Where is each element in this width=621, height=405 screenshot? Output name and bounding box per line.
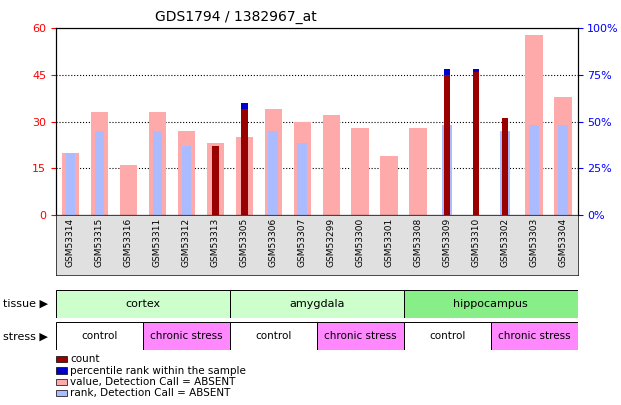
Bar (56, 290, 230, 318)
Bar (473, 72, 479, 215)
Bar (120, 165, 137, 215)
Text: rank, Detection Call = ABSENT: rank, Detection Call = ABSENT (70, 388, 230, 398)
Bar (444, 69, 450, 75)
Bar (207, 143, 224, 215)
Bar (529, 125, 539, 215)
Text: GSM53311: GSM53311 (153, 218, 162, 267)
Bar (265, 109, 282, 215)
Text: GSM53315: GSM53315 (95, 218, 104, 267)
Text: GSM53302: GSM53302 (501, 218, 510, 267)
Bar (491, 322, 578, 350)
Bar (502, 118, 509, 215)
Text: hippocampus: hippocampus (453, 299, 528, 309)
Text: GSM53301: GSM53301 (384, 218, 394, 267)
Bar (61, 153, 79, 215)
Bar (404, 290, 578, 318)
Bar (317, 322, 404, 350)
Text: GSM53304: GSM53304 (558, 218, 568, 267)
Bar (143, 322, 230, 350)
Bar (56, 322, 143, 350)
Text: cortex: cortex (125, 299, 160, 309)
Text: percentile rank within the sample: percentile rank within the sample (70, 366, 246, 375)
Text: GSM53303: GSM53303 (530, 218, 538, 267)
Bar (91, 112, 108, 215)
Bar (555, 97, 572, 215)
Text: control: control (429, 331, 465, 341)
Text: GSM53305: GSM53305 (240, 218, 249, 267)
Bar (148, 112, 166, 215)
Text: tissue ▶: tissue ▶ (3, 299, 48, 309)
Text: control: control (255, 331, 291, 341)
Text: GSM53310: GSM53310 (471, 218, 481, 267)
Text: GSM53308: GSM53308 (414, 218, 423, 267)
Text: stress ▶: stress ▶ (3, 331, 48, 341)
Bar (94, 131, 104, 215)
Bar (294, 122, 311, 215)
Bar (558, 125, 568, 215)
Bar (230, 322, 317, 350)
Text: GSM53313: GSM53313 (211, 218, 220, 267)
Bar (212, 146, 219, 215)
Text: chronic stress: chronic stress (150, 331, 222, 341)
Text: GSM53306: GSM53306 (269, 218, 278, 267)
Bar (181, 146, 191, 215)
Bar (381, 156, 398, 215)
Text: chronic stress: chronic stress (324, 331, 396, 341)
Bar (444, 75, 450, 215)
Text: chronic stress: chronic stress (498, 331, 570, 341)
Bar (351, 128, 369, 215)
Text: GSM53307: GSM53307 (297, 218, 307, 267)
Bar (525, 34, 543, 215)
Bar (178, 131, 195, 215)
Text: GDS1794 / 1382967_at: GDS1794 / 1382967_at (155, 10, 317, 24)
Bar (230, 290, 404, 318)
Bar (501, 131, 510, 215)
Bar (268, 131, 278, 215)
Text: value, Detection Call = ABSENT: value, Detection Call = ABSENT (70, 377, 235, 387)
Bar (297, 143, 307, 215)
Text: amygdala: amygdala (289, 299, 345, 309)
Bar (322, 115, 340, 215)
Text: GSM53309: GSM53309 (443, 218, 451, 267)
Text: GSM53299: GSM53299 (327, 218, 336, 267)
Text: control: control (81, 331, 117, 341)
Bar (409, 128, 427, 215)
Bar (241, 103, 248, 109)
Text: GSM53312: GSM53312 (182, 218, 191, 267)
Text: GSM53316: GSM53316 (124, 218, 133, 267)
Bar (473, 69, 479, 72)
Text: count: count (70, 354, 100, 364)
Text: GSM53300: GSM53300 (356, 218, 365, 267)
Bar (241, 109, 248, 215)
Bar (404, 322, 491, 350)
Bar (235, 137, 253, 215)
Bar (66, 153, 75, 215)
Text: GSM53314: GSM53314 (66, 218, 75, 267)
Bar (153, 131, 162, 215)
Bar (442, 125, 452, 215)
